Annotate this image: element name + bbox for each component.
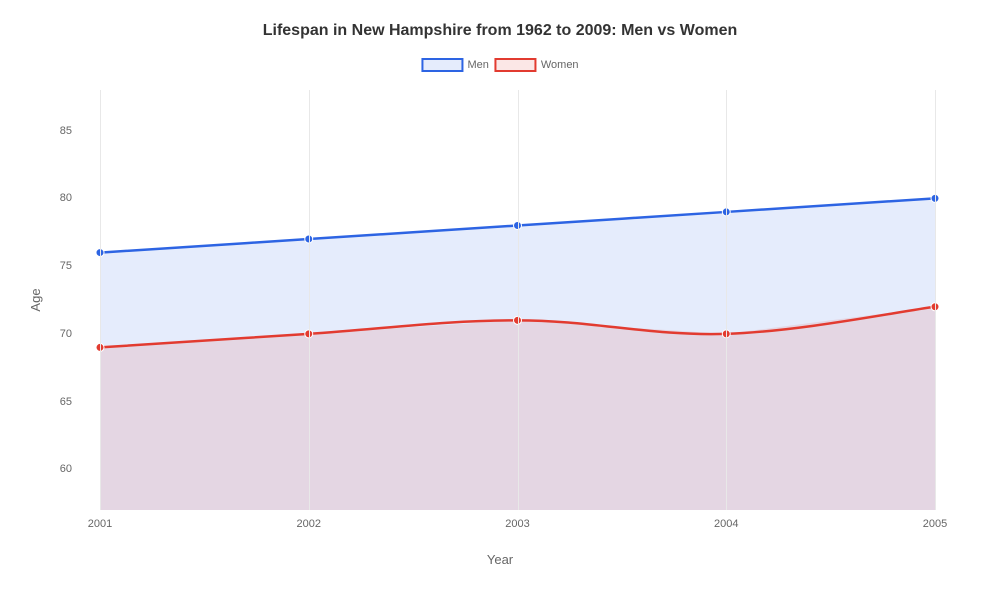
x-tick-label: 2005 [923,518,947,530]
legend-label-women: Women [541,59,579,71]
grid-line [309,90,310,510]
y-tick-label: 80 [60,192,72,204]
plot-area: 20012002200320042005606570758085 [80,90,955,510]
y-tick-label: 85 [60,125,72,137]
x-tick-label: 2002 [297,518,321,530]
legend-item-women[interactable]: Women [495,58,579,72]
x-axis-label: Year [487,552,513,567]
legend-label-men: Men [467,59,488,71]
x-tick-label: 2001 [88,518,112,530]
chart-title: Lifespan in New Hampshire from 1962 to 2… [0,22,1000,40]
y-tick-label: 65 [60,396,72,408]
grid-line [518,90,519,510]
legend-item-men[interactable]: Men [421,58,488,72]
grid-line [726,90,727,510]
legend: Men Women [421,58,578,72]
x-tick-label: 2004 [714,518,738,530]
chart-container: Lifespan in New Hampshire from 1962 to 2… [0,0,1000,600]
legend-swatch-men [421,58,463,72]
x-tick-label: 2003 [505,518,529,530]
grid-line [935,90,936,510]
legend-swatch-women [495,58,537,72]
y-tick-label: 75 [60,260,72,272]
y-axis-label: Age [28,288,43,311]
y-tick-label: 60 [60,463,72,475]
grid-line [100,90,101,510]
y-tick-label: 70 [60,328,72,340]
